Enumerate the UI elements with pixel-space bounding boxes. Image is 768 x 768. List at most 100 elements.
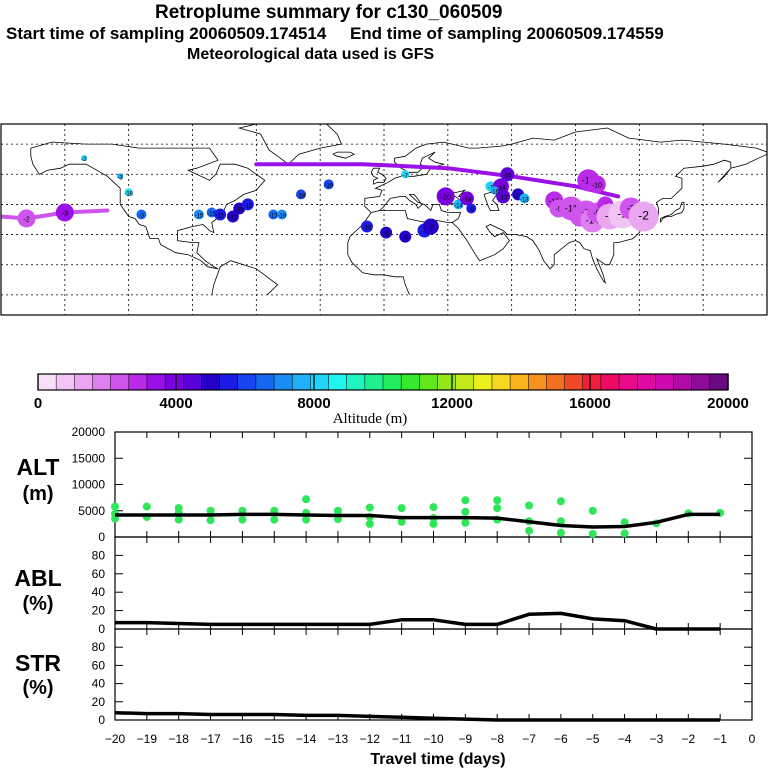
plume-point-label: -15 [207,211,216,217]
plume-point: -3 [80,155,87,163]
altitude-sample-point [620,529,629,538]
plume-point: -11 [214,208,227,221]
alt-unit-label: (m) [22,483,53,505]
plume-point: -9 [466,203,477,214]
y-tick-label: 40 [92,677,106,691]
colorbar-tick-label: 16000 [569,395,611,412]
plume-point: -13 [519,193,530,204]
colorbar-swatch [600,373,620,391]
plume-point-label: -7 [428,225,434,232]
colorbar-swatch [219,373,239,391]
altitude-sample-point [206,506,215,515]
plume-point-label: -19 [278,213,287,219]
plume-point-label: -18 [124,191,133,197]
plume-point: -20 [436,187,455,206]
plume-point: -17 [268,209,279,220]
plume-point-label: -19 [324,183,333,189]
plume-point-label: -16 [490,189,499,195]
altitude-sample-point [397,504,406,513]
sampling-times: Start time of sampling 20060509.174514 E… [6,24,664,43]
colorbar-label: Altitude (m) [333,411,408,427]
altitude-sample-point [525,526,534,535]
altitude-sample-point [620,518,629,527]
altitude-sample-point [429,519,438,528]
y-tick-label: 0 [98,622,105,636]
colorbar-swatch [310,373,330,391]
colorbar-swatch [473,373,493,391]
series-line-abl [115,611,721,631]
colorbar-tick-label: 20000 [707,395,749,412]
altitude-sample-point [429,503,438,512]
plume-point-label: -2 [638,208,649,222]
altitude-sample-point [206,516,215,525]
y-tick-label: 80 [92,548,106,562]
str-unit-label: (%) [22,677,53,699]
plume-point-label: -5 [555,204,561,213]
plume-point-label: -14 [496,184,506,191]
colorbar-swatch [201,373,221,391]
colorbar-swatch [146,373,166,391]
retroplume-map: -2-3 -3 -15 -15 -11 -11-13-12-17 -19-18-19-18-… [0,123,768,316]
abl-unit-label: (%) [22,593,53,615]
altitude-sample-point [461,518,470,527]
colorbar-swatch [255,373,275,391]
altitude-sample-point [588,529,597,538]
x-tick-label: −13 [328,732,349,746]
colorbar-swatch [37,373,57,391]
time-series-panels: 0 5000 10000 15000 20000 0 20 40 60 80 0 20 40 60 80 −2… [14,425,756,768]
colorbar-swatch [74,373,94,391]
plume-point: -9 [380,226,393,239]
x-tick-label: −12 [360,732,381,746]
colorbar-swatch [691,373,711,391]
plume-point-label: -3 [139,213,145,219]
y-tick-label: 10000 [72,478,106,492]
plume-point-label: -18 [297,193,306,199]
plume-point: -15 [206,207,217,218]
plume-point-label: -3 [117,175,123,181]
colorbar-tick-label: 4000 [159,395,192,412]
altitude-sample-point [365,519,374,528]
y-tick-label: 20 [92,604,106,618]
x-tick-label: −10 [423,732,444,746]
colorbar-swatch [636,373,657,391]
x-tick-label: −7 [522,732,536,746]
plume-point: -12 [241,198,254,211]
plume-point: -7 [422,218,439,235]
altitude-sample-point [525,501,534,510]
altitude-sample-point [493,496,502,505]
x-axis-label: Travel time (days) [370,751,505,768]
y-tick-label: 60 [92,567,106,581]
colorbar-swatch [291,373,312,391]
colorbar-swatch [92,373,112,391]
altitude-sample-point [556,528,565,537]
x-tick-label: −8 [490,732,504,746]
alt-label: ALT [16,454,59,480]
y-tick-label: 0 [98,530,105,544]
plume-point: -3 [136,209,147,220]
colorbar-swatch [55,373,75,391]
plume-point: -15 [193,209,204,220]
y-tick-label: 0 [98,713,105,727]
plume-point-label: -11 [216,213,225,219]
altitude-sample-point [302,495,311,504]
colorbar-swatch [618,373,638,391]
str-label: STR [15,650,61,676]
x-tick-label: −14 [296,732,317,746]
colorbar-swatch [528,373,548,391]
plume-point-label: -11 [229,215,238,221]
panel-frame-str [114,628,753,721]
x-tick-label: −2 [681,732,695,746]
colorbar-swatch [183,373,203,391]
plume-point-label: -12 [514,193,523,199]
map-frame [0,123,768,316]
plume-point: -3 [55,203,74,222]
colorbar-swatch [346,373,366,391]
plume-point-label: -15 [503,173,512,179]
plume-point-label: -7 [403,173,409,179]
y-tick-label: 15000 [72,451,106,465]
plume-point: -3 [117,173,123,181]
x-tick-label: 0 [749,732,756,746]
plume-point-label: -13 [235,207,244,213]
altitude-colorbar: 0 4000 8000 12000 16000 20000 Altitude (m) [34,373,749,427]
colorbar-swatch [364,373,384,391]
